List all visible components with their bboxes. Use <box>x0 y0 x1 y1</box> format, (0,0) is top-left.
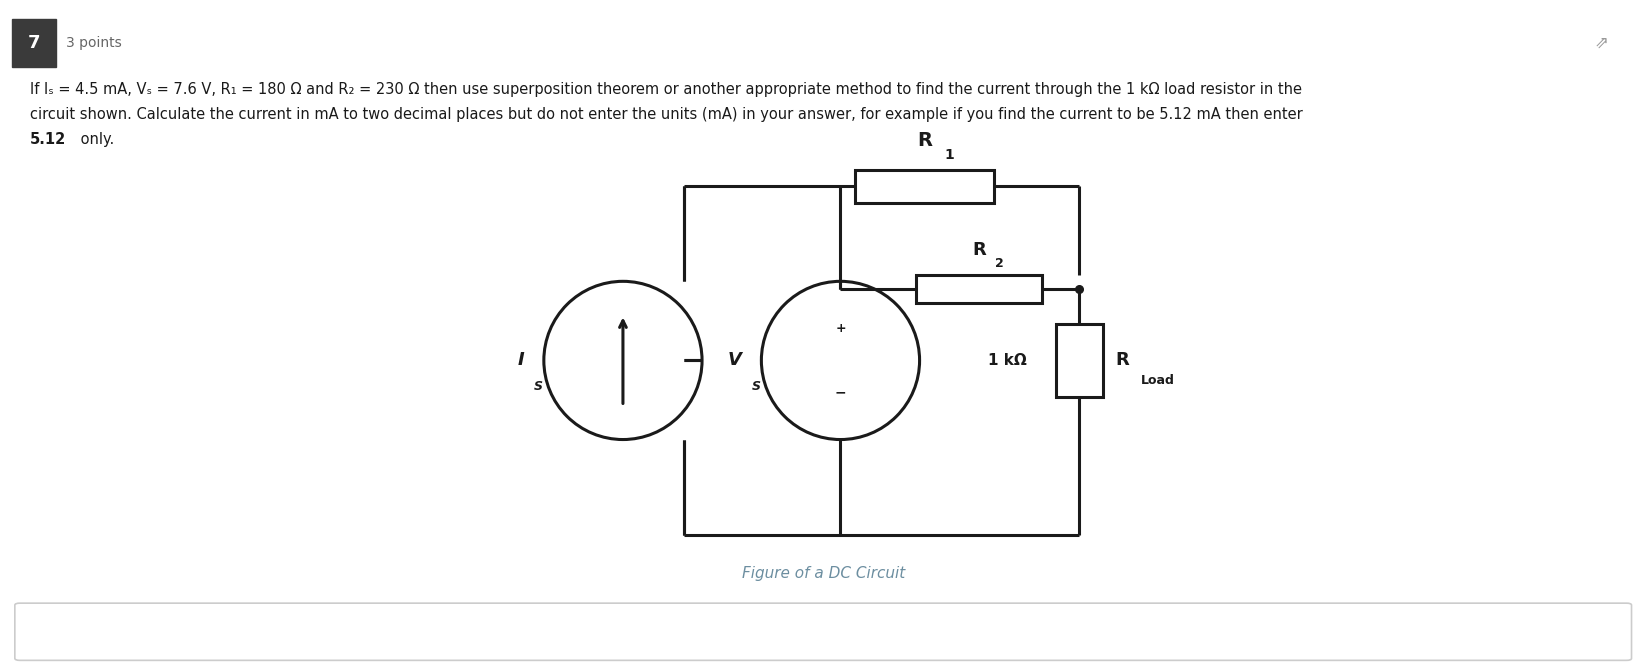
Text: If Iₛ = 4.5 mA, Vₛ = 7.6 V, R₁ = 180 Ω and R₂ = 230 Ω then use superposition the: If Iₛ = 4.5 mA, Vₛ = 7.6 V, R₁ = 180 Ω a… <box>30 82 1302 96</box>
Text: 3 points: 3 points <box>66 35 122 50</box>
Text: R: R <box>972 241 986 259</box>
Text: S: S <box>534 380 542 393</box>
Text: 7: 7 <box>28 33 40 52</box>
Bar <box>855 170 994 203</box>
FancyBboxPatch shape <box>12 19 56 66</box>
Text: Load: Load <box>1140 374 1175 387</box>
Text: V: V <box>728 351 742 370</box>
Text: 1 kΩ: 1 kΩ <box>987 353 1027 368</box>
Text: S: S <box>751 380 760 393</box>
Bar <box>1056 324 1103 397</box>
Text: +: + <box>836 323 845 335</box>
FancyBboxPatch shape <box>15 603 1632 660</box>
Text: 1: 1 <box>944 148 954 162</box>
Text: 2: 2 <box>995 257 1004 270</box>
Text: −: − <box>834 385 847 399</box>
Text: Figure of a DC Circuit: Figure of a DC Circuit <box>742 566 906 581</box>
Text: I: I <box>517 351 524 370</box>
Text: circuit shown. Calculate the current in mA to two decimal places but do not ente: circuit shown. Calculate the current in … <box>30 107 1302 122</box>
Text: 5.12: 5.12 <box>30 132 66 147</box>
Text: only.: only. <box>76 132 114 147</box>
Text: Type your answer...: Type your answer... <box>41 624 190 639</box>
Text: R: R <box>916 130 933 150</box>
Text: ⇗: ⇗ <box>1595 33 1608 52</box>
Bar <box>916 275 1042 303</box>
Text: R: R <box>1116 351 1129 370</box>
